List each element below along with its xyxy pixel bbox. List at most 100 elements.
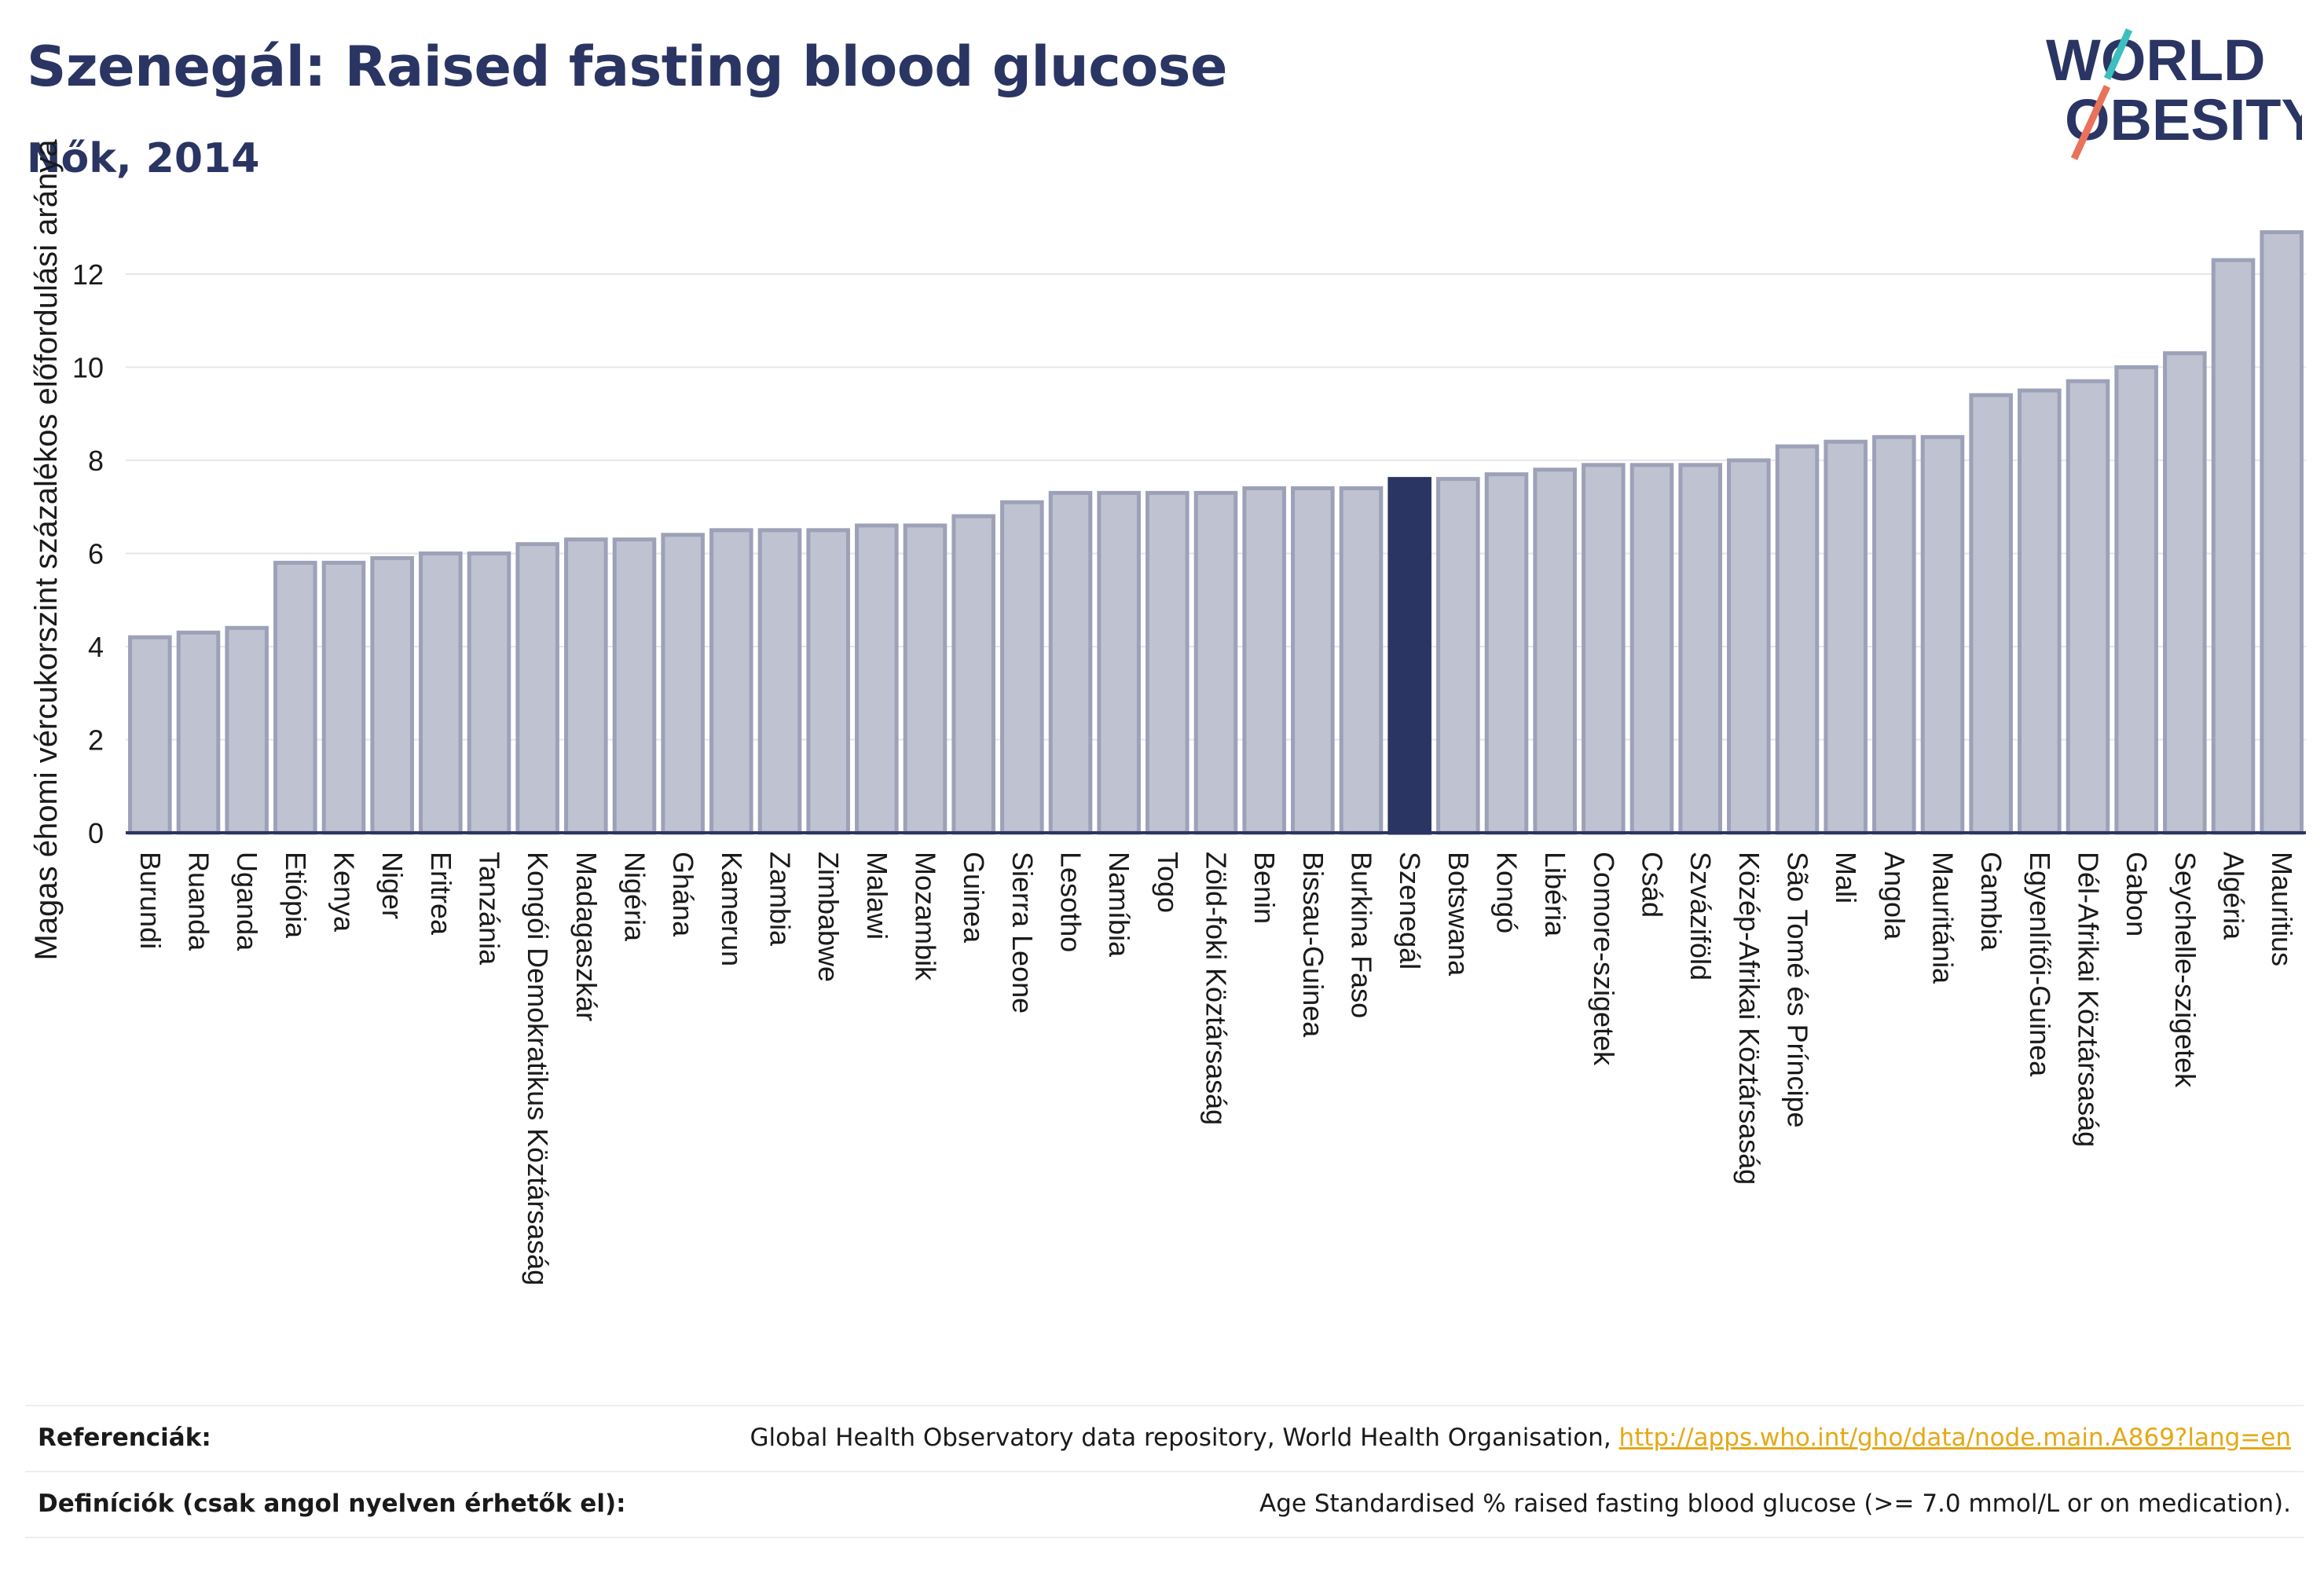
bar: [661, 533, 705, 835]
x-tick-label: Niger: [376, 852, 409, 919]
x-tick-label: Bissau-Guinea: [1297, 852, 1329, 1038]
definitions-value: Age Standardised % raised fasting blood …: [1259, 1490, 2291, 1518]
bar: [176, 630, 221, 835]
x-tick-label: Botswana: [1442, 852, 1475, 977]
x-tick-label: Kongói Demokratikus Köztársaság: [522, 852, 554, 1285]
x-tick-label: Kamerun: [716, 852, 748, 966]
world-obesity-logo: WORLD OBESITY: [2046, 27, 2302, 160]
bar: [2260, 230, 2304, 835]
bar: [1242, 486, 1286, 835]
y-tick-label: 12: [72, 258, 104, 291]
bar: [1920, 434, 1965, 835]
x-tick-label: Kenya: [328, 852, 361, 933]
x-tick-label: Angola: [1879, 852, 1911, 940]
y-tick-label: 2: [88, 724, 104, 756]
x-tick-label: Sierra Leone: [1006, 852, 1039, 1013]
bar: [225, 625, 269, 835]
page-title: Szenegál: Raised fasting blood glucose: [27, 35, 1227, 99]
bar: [855, 523, 899, 835]
bar: [467, 551, 511, 835]
bar-highlight: [1387, 477, 1431, 835]
bar: [806, 528, 850, 835]
bar: [709, 528, 753, 835]
x-tick-label: Egyenlítői-Guinea: [2024, 852, 2056, 1077]
definitions-row: Definíciók (csak angol nyelven érhetők e…: [25, 1471, 2304, 1538]
x-tick-label: Guinea: [958, 852, 990, 944]
x-tick-label: Ghána: [667, 852, 699, 937]
bar: [951, 514, 995, 835]
bar: [1727, 458, 1771, 835]
bar: [564, 537, 608, 835]
bar: [370, 555, 414, 835]
bar: [321, 560, 366, 835]
sources-text: Global Health Observatory data repositor…: [750, 1424, 1619, 1452]
x-tick-label: São Tomé és Príncipe: [1782, 852, 1814, 1128]
x-tick-label: Comore-szigetek: [1588, 852, 1620, 1066]
bar-chart: 0 2 4 6 8 10 12 Burundi Ruanda Uganda Etiópia Kenya…: [29, 139, 2306, 1285]
x-tick-label: Libéria: [1539, 852, 1571, 937]
bar: [1097, 490, 1141, 835]
y-tick-label: 10: [72, 351, 104, 383]
x-tick-label: Szváziföld: [1684, 852, 1717, 980]
x-tick-label: Nigéria: [619, 852, 651, 942]
bar: [1775, 444, 1820, 835]
x-tick-label: Zimbabwe: [812, 852, 845, 982]
x-tick-label: Uganda: [231, 852, 263, 951]
x-tick-label: Malawi: [861, 852, 893, 940]
x-tick-label: Szenegál: [1394, 852, 1426, 969]
bar: [1824, 439, 1868, 835]
bar: [1291, 486, 1335, 835]
y-tick-label: 8: [88, 445, 104, 477]
x-tick-label: Mauritius: [2266, 852, 2298, 966]
bar: [2018, 388, 2062, 835]
sources-link[interactable]: http://apps.who.int/gho/data/node.main.A…: [1618, 1424, 2291, 1452]
x-tick-label: Közép-Afrikai Köztársaság: [1733, 852, 1765, 1185]
x-tick-label: Seychelle-szigetek: [2169, 852, 2201, 1088]
bar: [128, 635, 172, 835]
y-tick-label: 6: [88, 537, 104, 570]
bar: [1000, 500, 1044, 835]
bar: [419, 551, 463, 835]
logo-slash-top: [2103, 28, 2133, 80]
x-tick-label: Ruanda: [183, 852, 215, 951]
bar: [1339, 486, 1384, 835]
page-subtitle: Nők, 2014: [27, 135, 260, 182]
x-tick-label: Madagaszkár: [570, 852, 603, 1021]
x-tick-label: Zambia: [764, 852, 797, 947]
bar: [1582, 463, 1626, 835]
bar: [1629, 463, 1674, 835]
x-tick-label: Mauritánia: [1927, 852, 1959, 984]
x-tick-label: Namíbia: [1103, 852, 1135, 958]
bar: [273, 560, 317, 835]
y-tick-label: 4: [88, 631, 104, 663]
bar: [2114, 365, 2158, 835]
x-tick-label: Eritrea: [425, 852, 457, 936]
x-tick-label: Algéria: [2218, 852, 2250, 940]
x-tick-label: Lesotho: [1055, 852, 1087, 952]
bar: [2211, 258, 2256, 835]
x-tick-label: Mali: [1830, 852, 1862, 903]
x-tick-label: Benin: [1248, 852, 1281, 924]
bar: [757, 528, 802, 835]
y-tick-label: 0: [88, 817, 104, 849]
bar: [2066, 379, 2110, 835]
logo-slash-bottom: [2070, 85, 2111, 160]
bars: [128, 230, 2304, 835]
references-table: Referenciák: Global Health Observatory d…: [25, 1405, 2304, 1538]
x-tick-label: Kongó: [1491, 852, 1523, 933]
logo-line-1: WORLD: [2046, 27, 2266, 93]
bar: [903, 523, 948, 835]
bar: [515, 542, 559, 835]
bar: [1436, 477, 1480, 835]
sources-value: Global Health Observatory data repositor…: [750, 1424, 2291, 1452]
tick-labels: 0 2 4 6 8 10 12 Burundi Ruanda Uganda Etiópia Kenya…: [72, 258, 2298, 1285]
definitions-label: Definíciók (csak angol nyelven érhetők e…: [38, 1490, 626, 1518]
x-tick-label: Gambia: [1975, 852, 2007, 951]
sources-label: Referenciák:: [38, 1424, 211, 1452]
x-tick-label: Mozambik: [910, 852, 942, 981]
bar: [1678, 463, 1722, 835]
bar: [612, 537, 657, 835]
y-axis-label: Magas éhomi vércukorszint százalékos elő…: [29, 139, 64, 961]
x-tick-label: Etiópia: [280, 852, 312, 939]
x-tick-label: Csád: [1637, 852, 1669, 918]
